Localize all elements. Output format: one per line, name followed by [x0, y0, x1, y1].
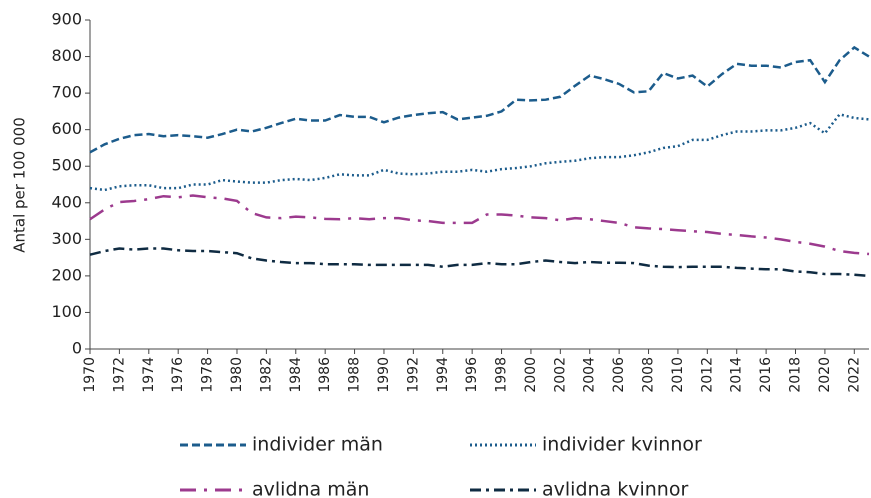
x-tick-label: 2004 — [582, 357, 598, 393]
x-tick-label: 2022 — [846, 357, 862, 393]
x-tick-label: 1992 — [405, 357, 421, 393]
x-tick-label: 1976 — [170, 357, 186, 393]
legend-label: individer kvinnor — [542, 434, 702, 456]
x-tick-label: 1982 — [258, 357, 274, 393]
x-tick-label: 2000 — [523, 357, 539, 393]
x-tick-label: 1978 — [200, 357, 216, 393]
series-line — [89, 194, 870, 256]
legend-label: avlidna kvinnor — [542, 479, 688, 498]
y-tick-label: 800 — [51, 46, 82, 65]
x-tick-label: 1984 — [288, 357, 304, 393]
y-tick-label: 200 — [51, 265, 82, 284]
series-line — [89, 112, 870, 192]
x-tick-label: 1994 — [435, 357, 451, 393]
y-tick-label: 700 — [51, 83, 82, 102]
x-tick-label: 1980 — [229, 357, 245, 393]
x-tick-label: 2020 — [817, 357, 833, 393]
x-tick-label: 2014 — [729, 357, 745, 393]
y-tick-label: 400 — [51, 192, 82, 211]
y-tick-label: 600 — [51, 119, 82, 138]
y-tick-label: 500 — [51, 156, 82, 175]
y-axis-title: Antal per 100 000 — [11, 117, 29, 253]
x-tick-label: 2006 — [611, 357, 627, 393]
y-tick-label: 0 — [72, 339, 82, 358]
x-tick-label: 2010 — [670, 357, 686, 393]
x-tick-label: 1974 — [141, 357, 157, 393]
y-tick-label: 100 — [51, 302, 82, 321]
legend-label: avlidna män — [252, 479, 369, 498]
x-tick-label: 2018 — [788, 357, 804, 393]
x-tick-label: 2012 — [699, 357, 715, 393]
x-tick-label: 1986 — [317, 357, 333, 393]
x-tick-label: 1988 — [347, 357, 363, 393]
x-tick-label: 2008 — [641, 357, 657, 393]
x-tick-label: 1998 — [494, 357, 510, 393]
legend-label: individer män — [252, 434, 383, 456]
series-line — [89, 45, 870, 154]
x-tick-label: 1972 — [111, 357, 127, 393]
x-tick-label: 1996 — [464, 357, 480, 393]
x-tick-label: 2002 — [552, 357, 568, 393]
legend: individer män individer kvinnor avlidna mä… — [180, 434, 702, 498]
y-tick-label: 900 — [51, 10, 82, 29]
series-line — [89, 247, 870, 278]
x-tick-label: 2016 — [758, 357, 774, 393]
x-tick-label: 1970 — [82, 357, 98, 393]
y-tick-label: 300 — [51, 229, 82, 248]
x-tick-label: 1990 — [376, 357, 392, 393]
